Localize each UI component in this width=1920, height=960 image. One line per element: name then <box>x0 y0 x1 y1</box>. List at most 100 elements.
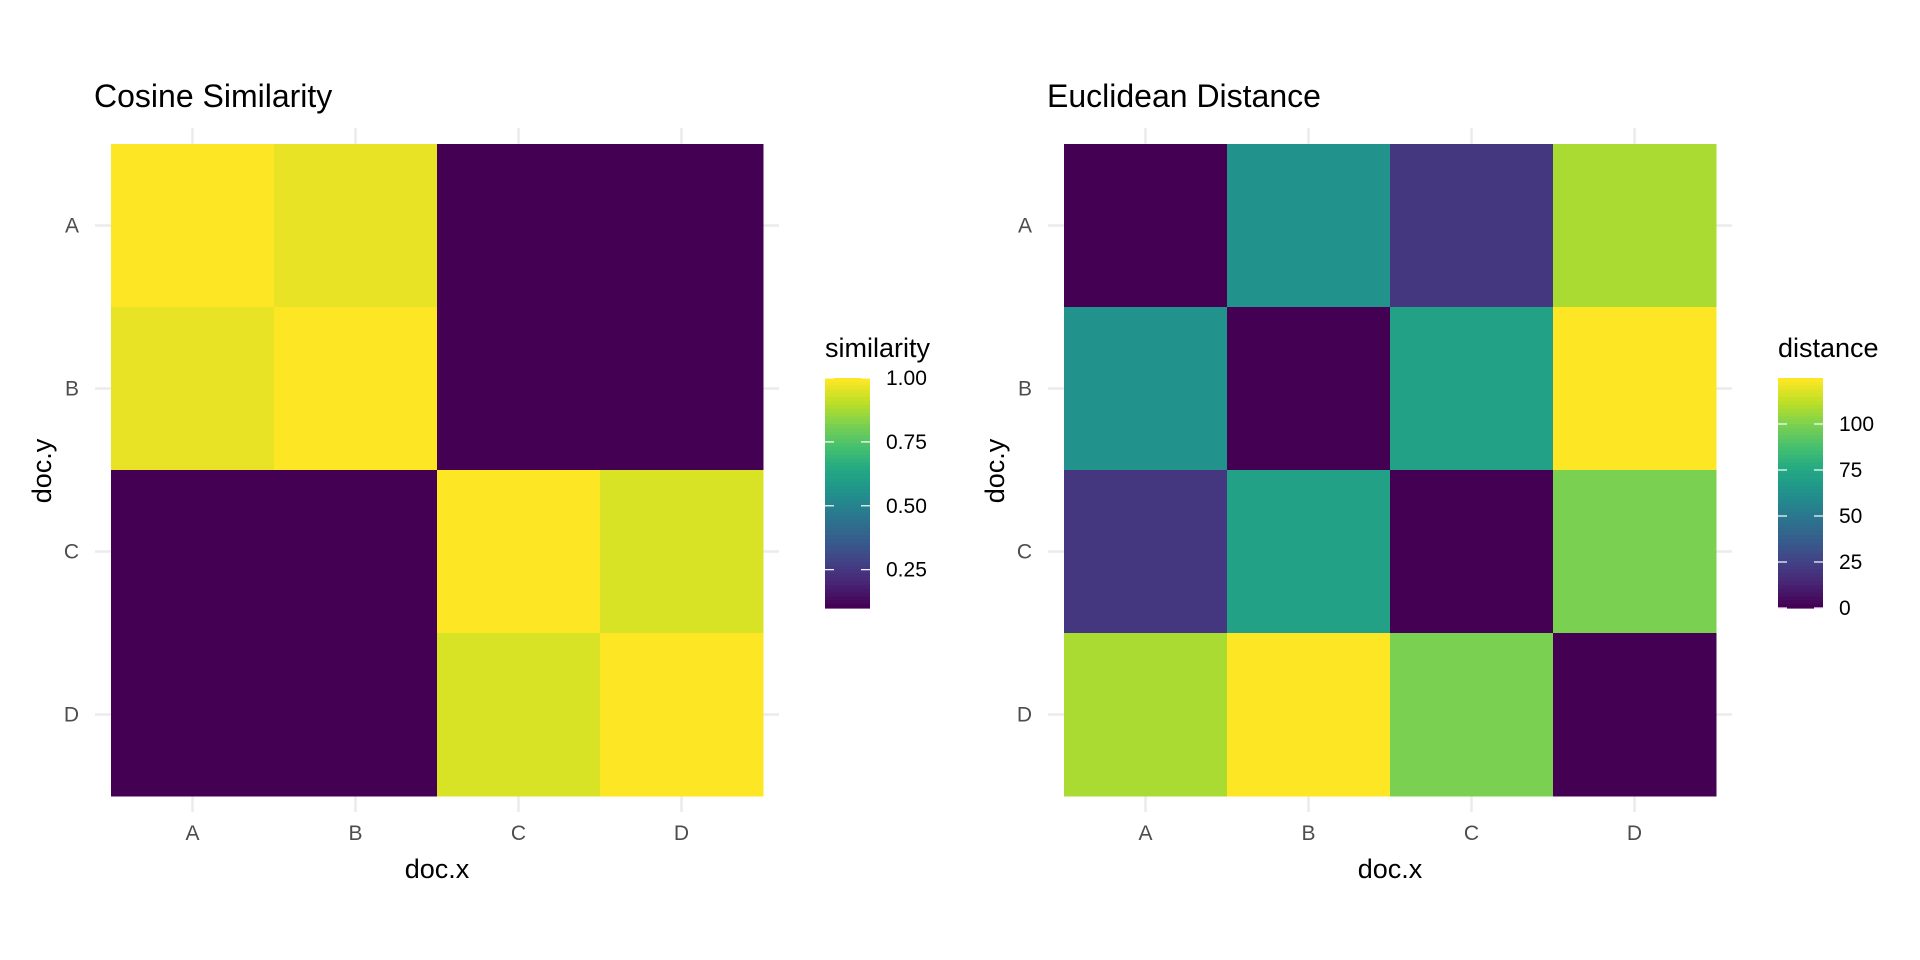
legend-color-step <box>1778 416 1823 421</box>
heatmap-cell-c-d <box>600 470 764 634</box>
legend-color-step <box>825 435 870 440</box>
legend-color-step <box>1778 427 1823 433</box>
legend-color-step <box>825 596 870 601</box>
x-tick-label: D <box>674 822 689 845</box>
heatmap-cell-b-c <box>437 307 601 471</box>
legend-color-step <box>825 542 870 548</box>
legend-color-step <box>825 462 870 467</box>
legend-color-step <box>1778 542 1823 548</box>
legend-color-step <box>825 378 870 383</box>
legend-color-step <box>825 577 870 582</box>
legend-color-step <box>825 508 870 513</box>
legend-color-step <box>1778 485 1823 490</box>
heatmap-cell-b-d <box>600 307 764 471</box>
legend-color-step <box>825 600 870 605</box>
legend-color-step <box>825 389 870 394</box>
legend-color-step <box>1778 466 1823 471</box>
legend-color-step <box>1778 401 1823 406</box>
legend-color-step <box>1778 596 1823 601</box>
legend-colorbar <box>1778 378 1823 609</box>
color-legend: distance 0 25 50 75 100 <box>1778 333 1879 620</box>
heatmap-cell-d-c <box>1390 633 1554 797</box>
legend-color-step <box>1778 447 1823 452</box>
legend-color-step <box>825 466 870 471</box>
legend-color-step <box>825 496 870 502</box>
legend-tick-label: 1.00 <box>886 367 927 390</box>
y-tick-label: C <box>64 541 79 564</box>
legend-color-step <box>1778 462 1823 467</box>
heatmap-cell-c-a <box>111 470 275 634</box>
legend-color-step <box>1778 546 1823 552</box>
legend-color-step <box>1778 470 1823 475</box>
legend-tick-label: 0 <box>1839 597 1851 620</box>
legend-color-step <box>1778 408 1823 414</box>
heatmap-cell-d-b <box>1227 633 1391 797</box>
legend-color-step <box>825 458 870 463</box>
legend-color-step <box>825 439 870 444</box>
legend-color-step <box>825 493 870 498</box>
legend-tick-label: 0.25 <box>886 559 927 582</box>
legend-color-step <box>1778 569 1823 575</box>
legend-color-step <box>825 527 870 532</box>
legend-color-step <box>1778 393 1823 398</box>
legend-color-step <box>825 381 870 387</box>
legend-color-step <box>825 412 870 417</box>
y-tick-labels: A B C D <box>1017 215 1032 727</box>
legend-color-step <box>1778 604 1823 609</box>
legend-color-step <box>825 581 870 586</box>
legend-color-step <box>1778 381 1823 387</box>
legend-tick-label: 100 <box>1839 413 1874 436</box>
legend-color-step <box>1778 439 1823 444</box>
legend-color-step <box>1778 554 1823 559</box>
legend-color-step <box>1778 454 1823 460</box>
heatmap-cell-c-c <box>1390 470 1554 634</box>
heatmap-cell-b-a <box>1064 307 1228 471</box>
legend-color-step <box>1778 389 1823 394</box>
legend-color-step <box>1778 577 1823 582</box>
legend-color-step <box>1778 531 1823 536</box>
legend-color-step <box>825 450 870 456</box>
legend-title: similarity <box>825 333 930 363</box>
legend-tick-label: 0.50 <box>886 495 927 518</box>
legend-color-step <box>825 604 870 609</box>
legend-color-step <box>825 500 870 506</box>
heatmap-cell-a-d <box>600 144 764 308</box>
legend-color-step <box>825 516 870 521</box>
heatmap-cell-b-c <box>1390 307 1554 471</box>
legend-color-step <box>825 470 870 475</box>
heatmap-cell-d-a <box>111 633 275 797</box>
heatmap-cell-b-a <box>111 307 275 471</box>
legend-color-step <box>1778 450 1823 456</box>
legend-ticks: 0.25 0.50 0.75 1.00 <box>825 367 927 582</box>
heatmap-cell-b-b <box>274 307 438 471</box>
legend-color-step <box>1778 481 1823 486</box>
legend-color-step <box>1778 565 1823 571</box>
legend-color-step <box>825 519 870 525</box>
x-tick-label: B <box>348 822 362 845</box>
y-tick-label: D <box>64 704 79 727</box>
legend-color-step <box>825 573 870 578</box>
legend-color-step <box>1778 519 1823 525</box>
legend-color-step <box>825 427 870 433</box>
legend-color-step <box>1778 424 1823 429</box>
legend-color-step <box>825 447 870 452</box>
heatmap-cell-b-d <box>1553 307 1717 471</box>
chart-title: Cosine Similarity <box>94 78 332 114</box>
legend-color-step <box>825 401 870 406</box>
legend-color-step <box>825 393 870 398</box>
legend-color-step <box>1778 412 1823 417</box>
heatmap-cell-a-d <box>1553 144 1717 308</box>
heatmap-cell-d-a <box>1064 633 1228 797</box>
legend-color-step <box>1778 508 1823 513</box>
legend-color-step <box>1778 562 1823 567</box>
legend-color-step <box>1778 504 1823 509</box>
y-axis-title: doc.y <box>27 438 57 503</box>
heatmap-cell-c-a <box>1064 470 1228 634</box>
legend-color-step <box>825 550 870 555</box>
legend-color-step <box>1778 558 1823 563</box>
legend-color-step <box>1778 573 1823 578</box>
legend-color-step <box>1778 496 1823 502</box>
legend-color-step <box>1778 516 1823 521</box>
chart-title: Euclidean Distance <box>1047 78 1321 114</box>
